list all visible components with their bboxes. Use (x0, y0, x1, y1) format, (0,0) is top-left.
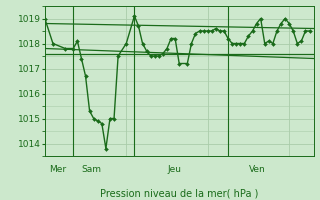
Text: Sam: Sam (82, 165, 101, 174)
Text: Jeu: Jeu (167, 165, 181, 174)
Text: Mer: Mer (49, 165, 66, 174)
Text: Pression niveau de la mer( hPa ): Pression niveau de la mer( hPa ) (100, 189, 258, 199)
Text: Ven: Ven (248, 165, 265, 174)
